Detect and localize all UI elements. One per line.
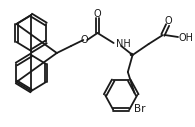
- Text: NH: NH: [116, 39, 131, 49]
- Text: O: O: [165, 16, 172, 26]
- Text: OH: OH: [179, 33, 194, 43]
- Text: O: O: [81, 35, 88, 45]
- Text: Br: Br: [134, 104, 145, 114]
- Text: O: O: [94, 9, 101, 19]
